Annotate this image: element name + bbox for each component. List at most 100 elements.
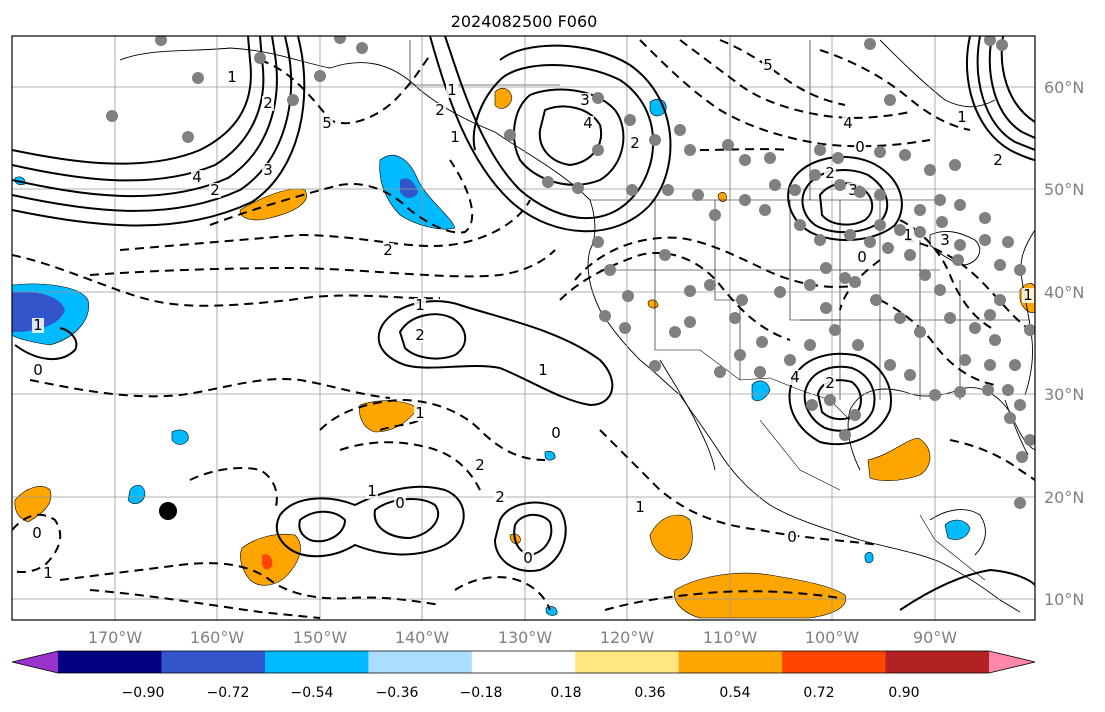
colorbar-segment bbox=[782, 651, 887, 673]
contour-gulf-1 bbox=[444, 36, 655, 220]
contour-label-bg bbox=[634, 500, 646, 515]
colorbar-segment bbox=[264, 651, 369, 673]
station-dot bbox=[619, 322, 631, 334]
contour-label: 1 bbox=[447, 81, 457, 99]
station-dot bbox=[334, 36, 346, 44]
station-dot bbox=[870, 294, 882, 306]
station-dot bbox=[504, 129, 516, 141]
station-dot bbox=[774, 286, 786, 298]
station-dot bbox=[954, 199, 966, 211]
lon-tick-100w: 100°W bbox=[805, 628, 860, 647]
shade-orange-7 bbox=[674, 572, 847, 619]
station-dot bbox=[314, 70, 326, 82]
map-title: 2024082500 F060 bbox=[451, 12, 598, 31]
contour-label: 1 bbox=[43, 564, 53, 582]
station-dot bbox=[919, 269, 931, 281]
station-dot bbox=[844, 229, 856, 241]
dashed-25 bbox=[604, 590, 841, 611]
shade-blue-2 bbox=[171, 429, 189, 445]
lon-tick-160w: 160°W bbox=[190, 628, 245, 647]
station-dot bbox=[764, 152, 776, 164]
lon-tick-labels: 170°W 160°W 150°W 140°W 130°W 120°W 110°… bbox=[88, 628, 957, 647]
station-dot bbox=[674, 124, 686, 136]
contour-label: 3 bbox=[580, 91, 590, 109]
station-dot bbox=[739, 194, 751, 206]
dashed-12 bbox=[599, 429, 881, 546]
station-dot bbox=[626, 184, 638, 196]
east-coast bbox=[1020, 229, 1035, 396]
station-dot bbox=[924, 164, 936, 176]
station-dot bbox=[979, 212, 991, 224]
station-dot bbox=[709, 209, 721, 221]
contour-alaska-2 bbox=[12, 36, 265, 182]
contour-label-bg bbox=[209, 183, 221, 198]
station-dot bbox=[884, 359, 896, 371]
station-dot bbox=[820, 302, 832, 314]
shade-blue-7 bbox=[864, 551, 874, 564]
lon-tick-130w: 130°W bbox=[498, 628, 553, 647]
colorbar-segment bbox=[161, 651, 266, 673]
station-dot bbox=[839, 429, 851, 441]
contour-label: 1 bbox=[957, 108, 967, 126]
colorbar-extend-max bbox=[989, 651, 1035, 673]
station-dot bbox=[969, 322, 981, 334]
cb-tick-9: 0.72 bbox=[803, 685, 834, 701]
station-dot bbox=[864, 38, 876, 50]
station-dot bbox=[944, 312, 956, 324]
station-dot bbox=[904, 369, 916, 381]
station-dot bbox=[984, 359, 996, 371]
station-dot bbox=[952, 254, 964, 266]
station-dot bbox=[1016, 451, 1028, 463]
dashed-26 bbox=[454, 576, 551, 611]
central-america-border bbox=[919, 514, 986, 581]
station-dot bbox=[659, 249, 671, 261]
colorbar-segment bbox=[678, 651, 783, 673]
contour-label-bg bbox=[537, 363, 549, 378]
dashed-11 bbox=[89, 589, 321, 619]
station-dot bbox=[894, 224, 906, 236]
contour-label-bg bbox=[32, 363, 44, 378]
station-dot bbox=[729, 312, 741, 324]
contour-label: 3 bbox=[848, 181, 858, 199]
shade-orange-8 bbox=[867, 437, 931, 481]
station-dot bbox=[820, 262, 832, 274]
cb-tick-3: −0.54 bbox=[291, 685, 334, 701]
contour-gulf-3 bbox=[513, 88, 625, 186]
station-dot bbox=[736, 294, 748, 306]
dashed-1 bbox=[259, 54, 431, 125]
cb-tick-5: −0.18 bbox=[460, 685, 503, 701]
station-dot bbox=[954, 386, 966, 398]
colorbar-segment bbox=[368, 651, 473, 673]
dashed-23 bbox=[719, 39, 846, 106]
contour-label-bg bbox=[42, 566, 54, 581]
contour-label: 1 bbox=[415, 296, 425, 314]
contour-label-bg bbox=[789, 370, 801, 385]
station-dot bbox=[649, 360, 661, 372]
station-dot bbox=[662, 184, 674, 196]
contour-label: 0 bbox=[523, 549, 533, 567]
station-dot bbox=[824, 394, 836, 406]
lon-tick-90w: 90°W bbox=[913, 628, 957, 647]
shade-blue-3 bbox=[127, 484, 146, 504]
contour-label: 4 bbox=[843, 114, 853, 132]
station-dot bbox=[622, 290, 634, 302]
lat-tick-50n: 50°N bbox=[1044, 180, 1084, 199]
contour-label: 2 bbox=[495, 488, 505, 506]
station-dot bbox=[814, 234, 826, 246]
station-dot bbox=[572, 182, 584, 194]
map-frame bbox=[11, 35, 1036, 621]
contour-label-bg bbox=[1022, 288, 1034, 303]
station-dot bbox=[684, 144, 696, 156]
contour-ne-1 bbox=[966, 36, 1035, 161]
cb-tick-1: −0.90 bbox=[122, 685, 165, 701]
contour-label: 2 bbox=[435, 101, 445, 119]
dashed-20 bbox=[879, 299, 996, 386]
station-dot bbox=[874, 189, 886, 201]
lon-tick-120w: 120°W bbox=[600, 628, 655, 647]
lat-tick-20n: 20°N bbox=[1044, 488, 1084, 507]
contour-pac-1 bbox=[377, 300, 614, 407]
contour-label-bg bbox=[786, 530, 798, 545]
station-dot bbox=[929, 389, 941, 401]
contour-label: 2 bbox=[475, 456, 485, 474]
